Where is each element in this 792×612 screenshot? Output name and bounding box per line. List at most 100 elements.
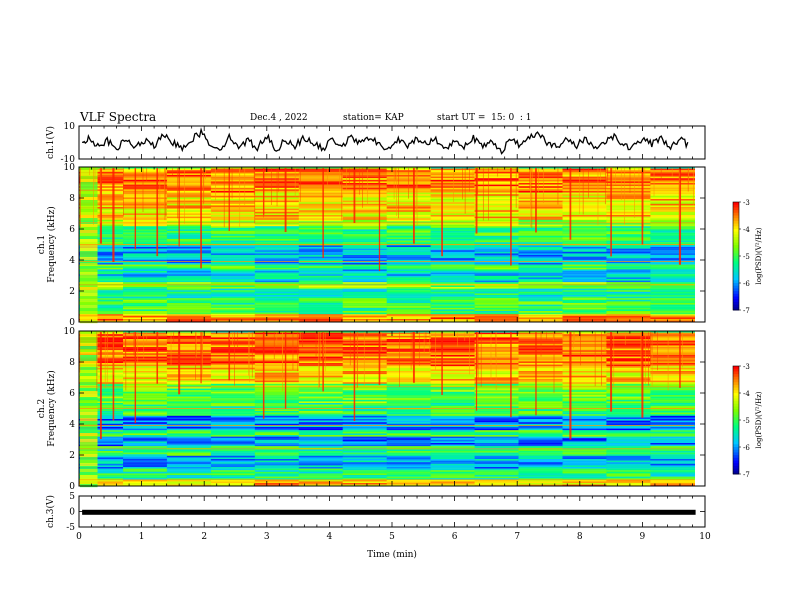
- spectrogram-cell: [166, 463, 212, 466]
- ch1-waveform-trace: [81, 127, 689, 155]
- spectrogram-cell: [342, 478, 388, 480]
- spectrogram-cell: [606, 186, 651, 188]
- y-tick-label: 10: [64, 327, 76, 337]
- spectrogram-cell: [298, 186, 344, 188]
- spectrogram-cell: [166, 234, 212, 236]
- y-tick-label: 2: [69, 451, 75, 461]
- spectrogram-cell: [474, 396, 520, 399]
- spectrogram-cell: [342, 184, 388, 187]
- spectrogram-cell: [606, 369, 651, 372]
- spectrogram-cell: [254, 207, 300, 209]
- spectrogram-cell: [298, 203, 344, 206]
- spectrogram-cell: [210, 363, 256, 365]
- spectrogram-cell: [430, 452, 476, 455]
- spectrogram-cell: [430, 264, 476, 267]
- spectrogram-cell: [298, 175, 344, 177]
- spectrogram-cell: [518, 483, 564, 485]
- spectrogram-cell: [298, 452, 344, 455]
- spectrogram-cell: [474, 414, 520, 416]
- spectrogram-cell: [80, 352, 98, 356]
- spectrogram-cell: [80, 194, 98, 198]
- spectrogram-cell: [386, 403, 432, 405]
- spectrogram-cell: [210, 361, 256, 364]
- spectrogram-cell: [123, 409, 168, 412]
- spectrogram-cell: [80, 230, 98, 234]
- spectrogram-cell: [650, 296, 695, 299]
- spectrogram-cell: [342, 195, 388, 198]
- spectrogram-cell: [123, 269, 168, 272]
- spectrogram-cell: [606, 275, 651, 278]
- spectrogram-cell: [298, 253, 344, 256]
- colorbar-swatch: [733, 433, 739, 437]
- colorbar-swatch: [733, 441, 739, 445]
- spectrogram-cell: [606, 476, 651, 479]
- spectrogram-cell: [123, 420, 168, 423]
- spectrogram-cell: [606, 251, 651, 254]
- spectrogram-cell: [606, 334, 651, 336]
- spectrogram-cell: [386, 247, 432, 249]
- colorbar-tick-label: -5: [743, 253, 750, 261]
- spectrogram-cell: [166, 319, 212, 321]
- spectrogram-cell: [562, 317, 608, 320]
- spectrogram-cell: [386, 449, 432, 452]
- spectrogram-cell: [210, 251, 256, 254]
- spectrogram-cell: [430, 173, 476, 176]
- spectrogram-cell: [606, 343, 651, 346]
- spectrogram-cell: [298, 412, 344, 415]
- spectrogram-cell: [474, 216, 520, 219]
- spectrogram-cell: [123, 279, 168, 281]
- spectrogram-cell: [606, 226, 651, 228]
- spectrogram-cell: [166, 295, 212, 297]
- spectrogram-cell: [518, 287, 564, 289]
- spectrogram-cell: [474, 309, 520, 312]
- spectrogram-cell: [518, 387, 564, 389]
- spectrogram-cell: [474, 406, 520, 408]
- spectrogram-cell: [123, 425, 168, 428]
- spectrogram-cell: [650, 481, 695, 484]
- spectrogram-cell: [386, 419, 432, 421]
- spectrogram-cell: [298, 377, 344, 380]
- colorbar-swatch: [733, 245, 739, 249]
- spectrogram-cell: [342, 232, 388, 235]
- spectrogram-cell: [650, 197, 695, 200]
- colorbar-swatch: [733, 422, 739, 426]
- spectrogram-cell: [650, 476, 695, 479]
- spectrogram-cell: [518, 279, 564, 281]
- spectrogram-cell: [210, 296, 256, 299]
- spectrogram-cell: [606, 261, 651, 264]
- spectrogram-cell: [298, 476, 344, 479]
- spectrogram-cell: [606, 414, 651, 416]
- spectrogram-cell: [210, 446, 256, 448]
- spectrogram-cell: [430, 258, 476, 260]
- spectrogram-cell: [650, 258, 695, 260]
- spectrogram-cell: [562, 186, 608, 188]
- spectrogram-cell: [80, 382, 98, 386]
- spectrogram-cell: [562, 171, 608, 174]
- spectrogram-cell: [606, 239, 651, 241]
- spectrogram-cell: [298, 427, 344, 429]
- spectrogram-cell: [606, 312, 651, 315]
- spectrogram-cell: [474, 275, 520, 278]
- spectrogram-cell: [166, 347, 212, 349]
- spectrogram-cell: [386, 314, 432, 316]
- spectrogram-cell: [518, 301, 564, 304]
- spectrogram-cell: [254, 419, 300, 421]
- spectrogram-cell: [518, 259, 564, 262]
- spectrogram-cell: [474, 191, 520, 193]
- spectrogram-cell: [562, 475, 608, 477]
- spectrogram-cell: [606, 317, 651, 320]
- spectrogram-cell: [430, 331, 476, 333]
- spectrogram-cell: [298, 280, 344, 283]
- spectrogram-cell: [650, 430, 695, 432]
- spectrogram-cell: [518, 271, 564, 273]
- spectrogram-cell: [79, 298, 124, 300]
- spectrogram-cell: [123, 314, 168, 316]
- spectrogram-cell: [123, 239, 168, 241]
- spectrogram-cell: [474, 219, 520, 222]
- spectrogram-cell: [166, 374, 212, 376]
- spectrogram-cell: [79, 251, 124, 254]
- spectrogram-cell: [474, 195, 520, 198]
- spectrogram-cell: [386, 369, 432, 372]
- colorbar-swatch: [733, 234, 739, 238]
- spectrogram-cell: [606, 309, 651, 312]
